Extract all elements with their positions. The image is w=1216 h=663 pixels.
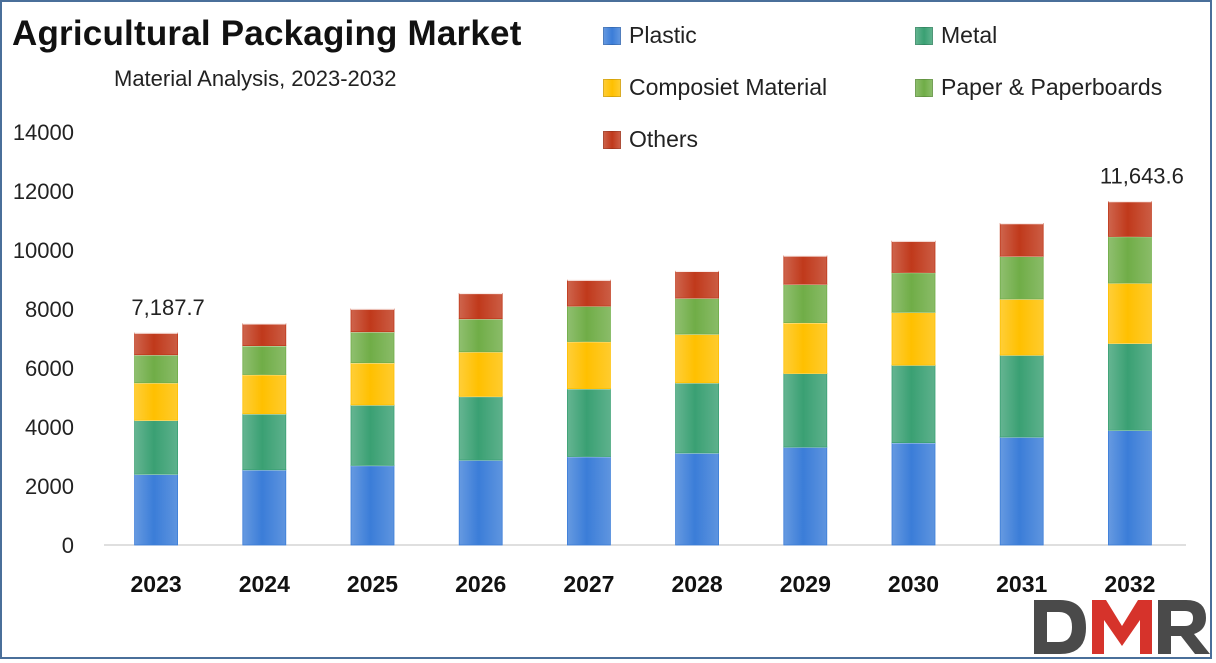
bar-segment bbox=[999, 354, 1044, 438]
bar-segment bbox=[242, 374, 287, 415]
bar-segment bbox=[891, 272, 936, 313]
bar-segment bbox=[134, 473, 179, 546]
bar-segment bbox=[1108, 429, 1152, 546]
data-label: 11,643.6 bbox=[1100, 164, 1184, 189]
bar-segment bbox=[1108, 342, 1152, 431]
x-tick-label: 2024 bbox=[239, 571, 290, 597]
bar-segment bbox=[891, 240, 936, 273]
bar-segment bbox=[891, 442, 936, 546]
dmr-logo-r bbox=[1158, 600, 1210, 654]
legend-swatch bbox=[915, 78, 933, 97]
y-tick-label: 8000 bbox=[25, 297, 74, 322]
bar-segment bbox=[134, 419, 179, 475]
y-tick-label: 12000 bbox=[13, 179, 74, 204]
bar-segment bbox=[783, 322, 828, 374]
legend-item: Others bbox=[603, 126, 698, 153]
bar-segment bbox=[675, 297, 719, 335]
bar-segment bbox=[458, 292, 503, 320]
bar-segment bbox=[891, 364, 936, 444]
legend-label: Composiet Material bbox=[629, 74, 828, 100]
bar-segment bbox=[567, 341, 611, 390]
x-tick-label: 2031 bbox=[996, 571, 1047, 597]
bar-segment bbox=[567, 388, 611, 457]
bar-segment bbox=[675, 452, 719, 546]
bar-segment bbox=[567, 305, 611, 342]
data-label: 7,187.7 bbox=[131, 295, 204, 320]
legend-swatch bbox=[915, 26, 933, 45]
bar-segment bbox=[134, 382, 179, 421]
bar-segment bbox=[458, 459, 503, 546]
bar-segment bbox=[567, 456, 611, 546]
legend-swatch bbox=[603, 26, 621, 45]
bar-segment bbox=[242, 413, 287, 471]
legend-label: Paper & Paperboards bbox=[941, 74, 1163, 100]
bar-segment bbox=[675, 270, 719, 299]
bar-segment bbox=[999, 436, 1044, 546]
x-tick-label: 2023 bbox=[131, 571, 182, 597]
x-tick-label: 2030 bbox=[888, 571, 939, 597]
y-tick-label: 2000 bbox=[25, 474, 74, 499]
x-tick-label: 2029 bbox=[780, 571, 831, 597]
bar-segment bbox=[999, 298, 1044, 356]
bar-segment bbox=[999, 255, 1044, 300]
legend-swatch bbox=[603, 78, 621, 97]
bar-segment bbox=[134, 354, 179, 384]
legend: Plastic Metal Composiet Material Paper & Pa… bbox=[0, 0, 1216, 160]
dmr-logo-d bbox=[1034, 600, 1086, 654]
bar-segment bbox=[350, 464, 395, 546]
x-tick-label: 2032 bbox=[1104, 571, 1155, 597]
bar-segment bbox=[350, 362, 395, 406]
bar-segment bbox=[1108, 201, 1152, 237]
bar-segment bbox=[242, 323, 287, 346]
legend-item: Metal bbox=[915, 22, 997, 49]
bar-segment bbox=[783, 255, 828, 285]
legend-item: Plastic bbox=[603, 22, 697, 49]
bar-segment bbox=[783, 372, 828, 448]
dmr-logo-m bbox=[1092, 600, 1152, 654]
bar-segment bbox=[350, 404, 395, 466]
bar-segment bbox=[458, 395, 503, 461]
bar-segment bbox=[134, 332, 179, 356]
bar-segment bbox=[783, 283, 828, 323]
dmr-logo bbox=[1034, 600, 1210, 654]
bar-segment bbox=[458, 351, 503, 397]
y-tick-label: 4000 bbox=[25, 415, 74, 440]
legend-swatch bbox=[603, 130, 621, 149]
chart-title: Agricultural Packaging Market bbox=[12, 14, 522, 53]
legend-label: Others bbox=[629, 126, 699, 152]
x-tick-label: 2027 bbox=[563, 571, 614, 597]
y-tick-label: 10000 bbox=[13, 238, 74, 263]
bar-segment bbox=[242, 345, 287, 375]
x-tick-label: 2025 bbox=[347, 571, 398, 597]
bar-segment bbox=[891, 311, 936, 366]
chart-subtitle: Material Analysis, 2023-2032 bbox=[114, 66, 397, 91]
bar-segment bbox=[350, 308, 395, 333]
bar-segment bbox=[350, 331, 395, 364]
bar-segment bbox=[783, 446, 828, 546]
bar-segment bbox=[1108, 236, 1152, 284]
y-tick-label: 0 bbox=[62, 533, 74, 558]
legend-item: Composiet Material bbox=[603, 74, 827, 101]
legend-item: Paper & Paperboards bbox=[915, 74, 1162, 101]
bar-segment bbox=[1108, 282, 1152, 344]
x-tick-label: 2026 bbox=[455, 571, 506, 597]
bar-segment bbox=[242, 469, 287, 546]
bar-segment bbox=[675, 333, 719, 384]
x-tick-label: 2028 bbox=[672, 571, 723, 597]
bar-segment bbox=[999, 223, 1044, 257]
y-tick-label: 14000 bbox=[13, 120, 74, 145]
y-tick-label: 6000 bbox=[25, 356, 74, 381]
bar-segment bbox=[458, 318, 503, 353]
bar-segment bbox=[675, 382, 719, 454]
legend-label: Metal bbox=[941, 22, 998, 48]
legend-label: Plastic bbox=[629, 22, 697, 48]
bar-segment bbox=[567, 279, 611, 307]
